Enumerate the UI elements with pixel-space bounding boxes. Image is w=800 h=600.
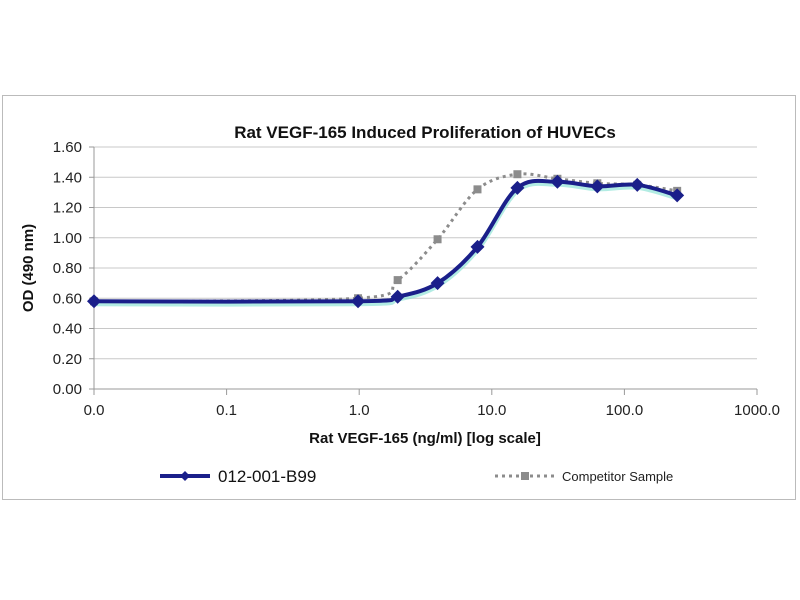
- y-axis-label: OD (490 nm): [20, 224, 37, 312]
- y-tick-label: 1.40: [53, 169, 82, 186]
- y-tick-label: 1.00: [53, 230, 82, 247]
- data-point-012-001-B99: [470, 239, 485, 254]
- data-point-012-001-B99: [670, 188, 685, 203]
- y-tick-label: 0.20: [53, 351, 82, 368]
- legend-marker-main: [180, 471, 190, 481]
- x-tick-label: 1.0: [349, 402, 370, 419]
- data-point-012-001-B99: [510, 180, 525, 195]
- x-tick-label: 0.1: [216, 402, 237, 419]
- x-axis-label: Rat VEGF-165 (ng/ml) [log scale]: [309, 430, 541, 447]
- chart-frame: [2, 95, 796, 500]
- legend-label-main: 012-001-B99: [218, 467, 316, 486]
- series-glow: [93, 179, 678, 307]
- data-point-012-001-B99: [630, 177, 645, 192]
- data-point-competitor: [393, 276, 402, 285]
- series-line-competitor: [93, 172, 678, 303]
- x-tick-label: 100.0: [606, 402, 644, 419]
- x-tick-label: 10.0: [477, 402, 506, 419]
- data-point-012-001-B99: [430, 276, 445, 291]
- legend: 012-001-B99 Competitor Sample: [160, 467, 673, 486]
- data-point-012-001-B99: [87, 294, 101, 309]
- x-tick-label: 1000.0: [734, 402, 780, 419]
- y-tick-label: 1.60: [53, 139, 82, 156]
- legend-label-competitor: Competitor Sample: [562, 469, 673, 484]
- data-point-competitor: [433, 235, 442, 244]
- data-point-competitor: [513, 170, 522, 179]
- data-point-012-001-B99: [550, 174, 565, 189]
- x-tick-label: 0.0: [84, 402, 105, 419]
- data-point-012-001-B99: [351, 294, 366, 309]
- chart-title: Rat VEGF-165 Induced Proliferation of HU…: [234, 123, 616, 142]
- y-tick-label: 0.80: [53, 260, 82, 277]
- y-tick-label: 0.00: [53, 381, 82, 398]
- y-tick-label: 0.40: [53, 321, 82, 338]
- y-tick-label: 1.20: [53, 200, 82, 217]
- data-point-012-001-B99: [390, 289, 405, 304]
- y-tick-label: 0.60: [53, 290, 82, 307]
- legend-marker-competitor: [521, 472, 529, 480]
- data-point-012-001-B99: [590, 179, 605, 194]
- data-point-competitor: [473, 185, 482, 194]
- series-line-012-001-B99: [93, 178, 678, 304]
